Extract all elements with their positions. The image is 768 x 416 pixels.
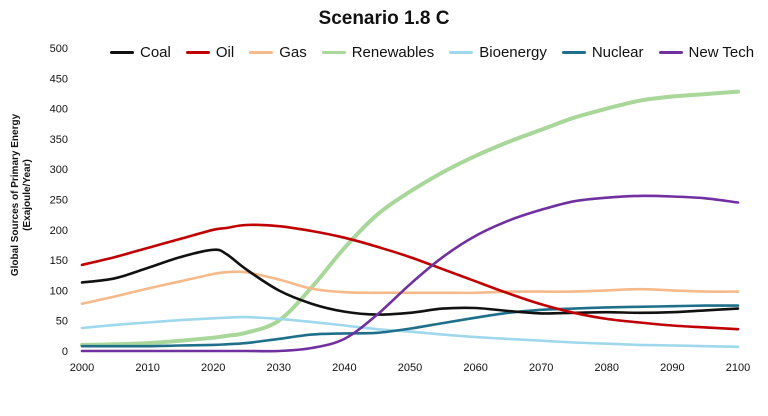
y-tick-label: 350 <box>50 134 68 146</box>
legend-label-renewables: Renewables <box>351 44 435 61</box>
x-tick-label: 2040 <box>332 362 356 374</box>
series-line-new-tech <box>80 194 740 353</box>
x-tick-label: 2080 <box>595 362 619 374</box>
x-tick-label: 2000 <box>70 362 94 374</box>
y-tick-label: 450 <box>50 73 68 85</box>
x-tick-label: 2050 <box>398 362 422 374</box>
legend-item-renewables: Renewables <box>321 44 435 61</box>
legend-label-bioenergy: Bioenergy <box>479 44 547 61</box>
y-tick-label: 0 <box>62 346 68 358</box>
legend-item-new-tech: New Tech <box>658 44 755 61</box>
chart-title: Scenario 1.8 C <box>318 8 450 29</box>
series-line-coal <box>80 248 740 316</box>
series-line-renewables <box>80 89 740 347</box>
x-tick-label: 2010 <box>135 362 159 374</box>
legend-label-oil: Oil <box>215 44 235 61</box>
x-tick-label: 2030 <box>267 362 291 374</box>
x-tick-label: 2100 <box>726 362 750 374</box>
legend-label-nuclear: Nuclear <box>591 44 644 61</box>
y-tick-label: 250 <box>50 195 68 207</box>
legend-swatch-bioenergy <box>449 51 474 54</box>
legend-label-new-tech: New Tech <box>688 44 755 61</box>
y-tick-label: 200 <box>50 225 68 237</box>
x-tick-label: 2090 <box>660 362 684 374</box>
y-tick-label: 150 <box>50 255 68 267</box>
legend-swatch-gas <box>249 51 274 54</box>
y-tick-label: 300 <box>50 164 68 176</box>
legend-swatch-oil <box>185 51 210 54</box>
legend-item-oil: Oil <box>185 44 235 61</box>
y-tick-label: 50 <box>56 316 68 328</box>
x-tick-label: 2070 <box>529 362 553 374</box>
y-tick-label: 400 <box>50 104 68 116</box>
chart-legend: Coal Oil Gas Renewables Bioenergy Nuclea… <box>110 44 754 61</box>
legend-label-gas: Gas <box>279 44 307 61</box>
legend-label-coal: Coal <box>140 44 171 61</box>
legend-swatch-nuclear <box>561 51 586 54</box>
legend-swatch-coal <box>110 51 134 54</box>
legend-item-coal: Coal <box>110 44 171 61</box>
series-line-nuclear <box>80 304 740 348</box>
legend-swatch-new-tech <box>658 51 683 54</box>
legend-swatch-renewables <box>321 51 346 54</box>
legend-item-gas: Gas <box>249 44 307 61</box>
series-line-oil <box>80 223 740 331</box>
x-tick-label: 2020 <box>201 362 225 374</box>
y-tick-label: 100 <box>50 285 68 297</box>
y-tick-label: 500 <box>50 43 68 55</box>
series-line-gas <box>80 270 740 305</box>
legend-item-bioenergy: Bioenergy <box>449 44 547 61</box>
x-tick-label: 2060 <box>463 362 487 374</box>
legend-item-nuclear: Nuclear <box>561 44 644 61</box>
